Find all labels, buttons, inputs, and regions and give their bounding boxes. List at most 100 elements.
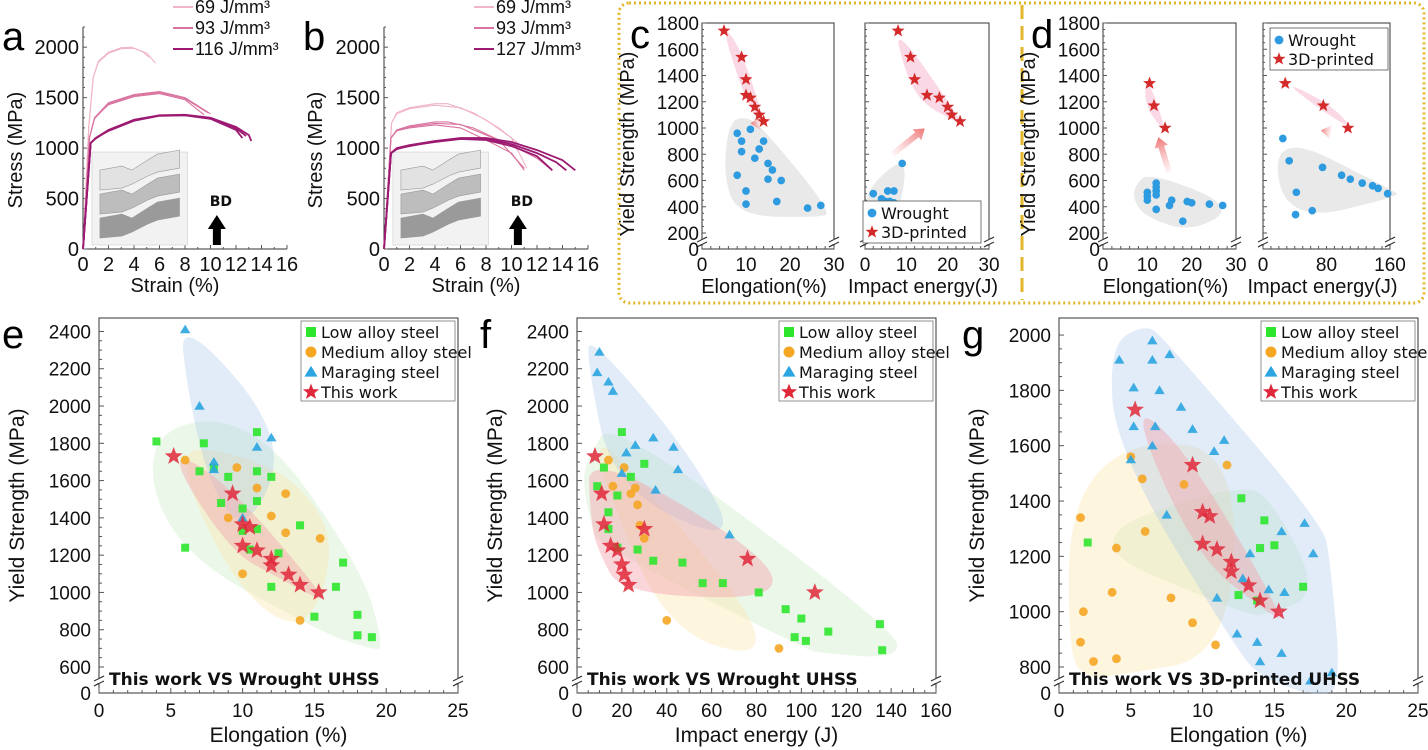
data-point-this-work xyxy=(608,541,627,559)
x-tick-label: 30 xyxy=(1225,255,1246,276)
data-point-this-work xyxy=(164,447,183,464)
legend-label: This work xyxy=(320,383,398,402)
printed-point xyxy=(953,114,967,127)
y-tick-label: 1600 xyxy=(49,472,91,493)
wrought-point xyxy=(768,166,777,174)
specimen-bar xyxy=(99,149,180,191)
data-point-maraging-steel xyxy=(607,386,619,395)
data-point-low-alloy-steel xyxy=(1260,516,1269,525)
x-tick-label: 30 xyxy=(978,255,999,276)
x-tick-label: 100 xyxy=(786,701,818,722)
data-point-maraging-steel xyxy=(1276,526,1287,536)
stress-strain-curve xyxy=(383,104,528,250)
legend-marker xyxy=(304,365,318,377)
data-point-this-work xyxy=(248,541,266,559)
axis-break-gap xyxy=(571,678,583,683)
data-point-low-alloy-steel xyxy=(1256,544,1265,553)
x-tick-label: 25 xyxy=(1407,701,1428,722)
y-tick-label: 600 xyxy=(59,658,91,679)
cloud-low-alloy-steel xyxy=(1113,489,1308,615)
data-point-maraging-steel xyxy=(630,440,641,449)
legend-marker xyxy=(1265,346,1277,358)
x-axis-label: Strain (%) xyxy=(131,275,220,297)
legend-label: 69 J/mm³ xyxy=(496,0,571,17)
x-tick-label: 120 xyxy=(830,701,862,722)
data-point-maraging-steel xyxy=(1237,573,1249,583)
y-tick-label: 800 xyxy=(537,621,569,642)
data-point-maraging-steel xyxy=(208,464,220,474)
x-tick-label: 0 xyxy=(378,254,389,276)
panel-annotation: This work VS Wrought UHSS xyxy=(109,670,380,690)
legend-marker xyxy=(1262,383,1280,399)
data-point-medium-alloy-steel xyxy=(281,489,291,499)
y-tick-label: 1400 xyxy=(657,67,699,88)
legend-label: Low alloy steel xyxy=(799,323,917,342)
data-point-maraging-steel xyxy=(1263,584,1274,594)
cloud-low-alloy-steel xyxy=(584,433,898,657)
data-point-low-alloy-steel xyxy=(217,498,226,507)
data-point-low-alloy-steel xyxy=(331,582,340,591)
y-tick-label: 600 xyxy=(667,172,699,193)
cloud-maraging-steel xyxy=(1111,328,1338,694)
y-tick-label: 1400 xyxy=(49,509,91,530)
data-point-low-alloy-steel xyxy=(224,472,233,481)
printed-point xyxy=(743,91,757,104)
data-point-low-alloy-steel xyxy=(678,558,687,567)
data-point-medium-alloy-steel xyxy=(1179,480,1189,489)
y-tick-label: 800 xyxy=(667,145,699,166)
data-point-this-work xyxy=(595,515,613,532)
y-tick-label: 1400 xyxy=(1009,492,1051,513)
x-tick-label: 10 xyxy=(896,255,917,276)
y-tick-label: 1400 xyxy=(527,509,569,530)
data-point-low-alloy-steel xyxy=(339,558,348,567)
legend-label: This work xyxy=(798,383,876,402)
wrought-point xyxy=(1278,134,1287,143)
build-direction-arrow-icon xyxy=(508,215,527,245)
data-point-this-work xyxy=(635,519,654,537)
y-tick-label: 500 xyxy=(46,189,79,211)
data-point-low-alloy-steel xyxy=(238,504,247,513)
data-point-low-alloy-steel xyxy=(1299,582,1308,591)
axis-break-mark xyxy=(828,236,840,248)
data-point-maraging-steel xyxy=(648,432,659,442)
legend-label: 3D-printed xyxy=(1288,50,1374,69)
wrought-point xyxy=(890,187,898,195)
y-axis-label: Yield Strength (MPa) xyxy=(6,408,29,602)
axis-break-mark xyxy=(571,675,583,687)
y-tick-label: 1200 xyxy=(657,93,699,114)
wrought-point xyxy=(777,176,786,185)
y-tick-label: 1200 xyxy=(1009,547,1051,568)
y-tick-label: 2200 xyxy=(527,360,569,381)
y-tick-label: 1500 xyxy=(336,88,381,110)
printed-point xyxy=(717,24,731,37)
wrought-point xyxy=(742,187,750,195)
wrought-point xyxy=(1285,156,1294,165)
axis-break-mark xyxy=(1412,675,1424,687)
data-point-maraging-steel xyxy=(594,347,605,356)
data-point-maraging-steel xyxy=(1128,421,1139,431)
panel-label: c xyxy=(630,13,650,57)
y-tick-label: 1800 xyxy=(1009,381,1051,402)
build-direction-arrow-icon xyxy=(207,215,226,245)
wrought-point xyxy=(1318,163,1327,172)
legend-marker xyxy=(1266,327,1276,337)
legend-label: 69 J/mm³ xyxy=(195,0,270,17)
data-point-low-alloy-steel xyxy=(875,620,884,629)
data-point-low-alloy-steel xyxy=(310,612,319,621)
x-tick-label: 160 xyxy=(1374,255,1406,276)
printed-point xyxy=(932,91,946,104)
legend-label: 116 J/mm³ xyxy=(195,39,279,59)
wrought-point xyxy=(737,147,746,156)
y-tick-label: 600 xyxy=(1068,172,1100,193)
legend-label: Maraging steel xyxy=(799,363,918,382)
x-axis-label: Strain (%) xyxy=(432,275,521,297)
wrought-cloud xyxy=(1277,147,1398,213)
legend-marker xyxy=(783,346,795,358)
y-tick-label: 1200 xyxy=(1058,93,1100,114)
axis-break-mark xyxy=(1384,236,1396,248)
specimen-bar xyxy=(400,149,481,191)
